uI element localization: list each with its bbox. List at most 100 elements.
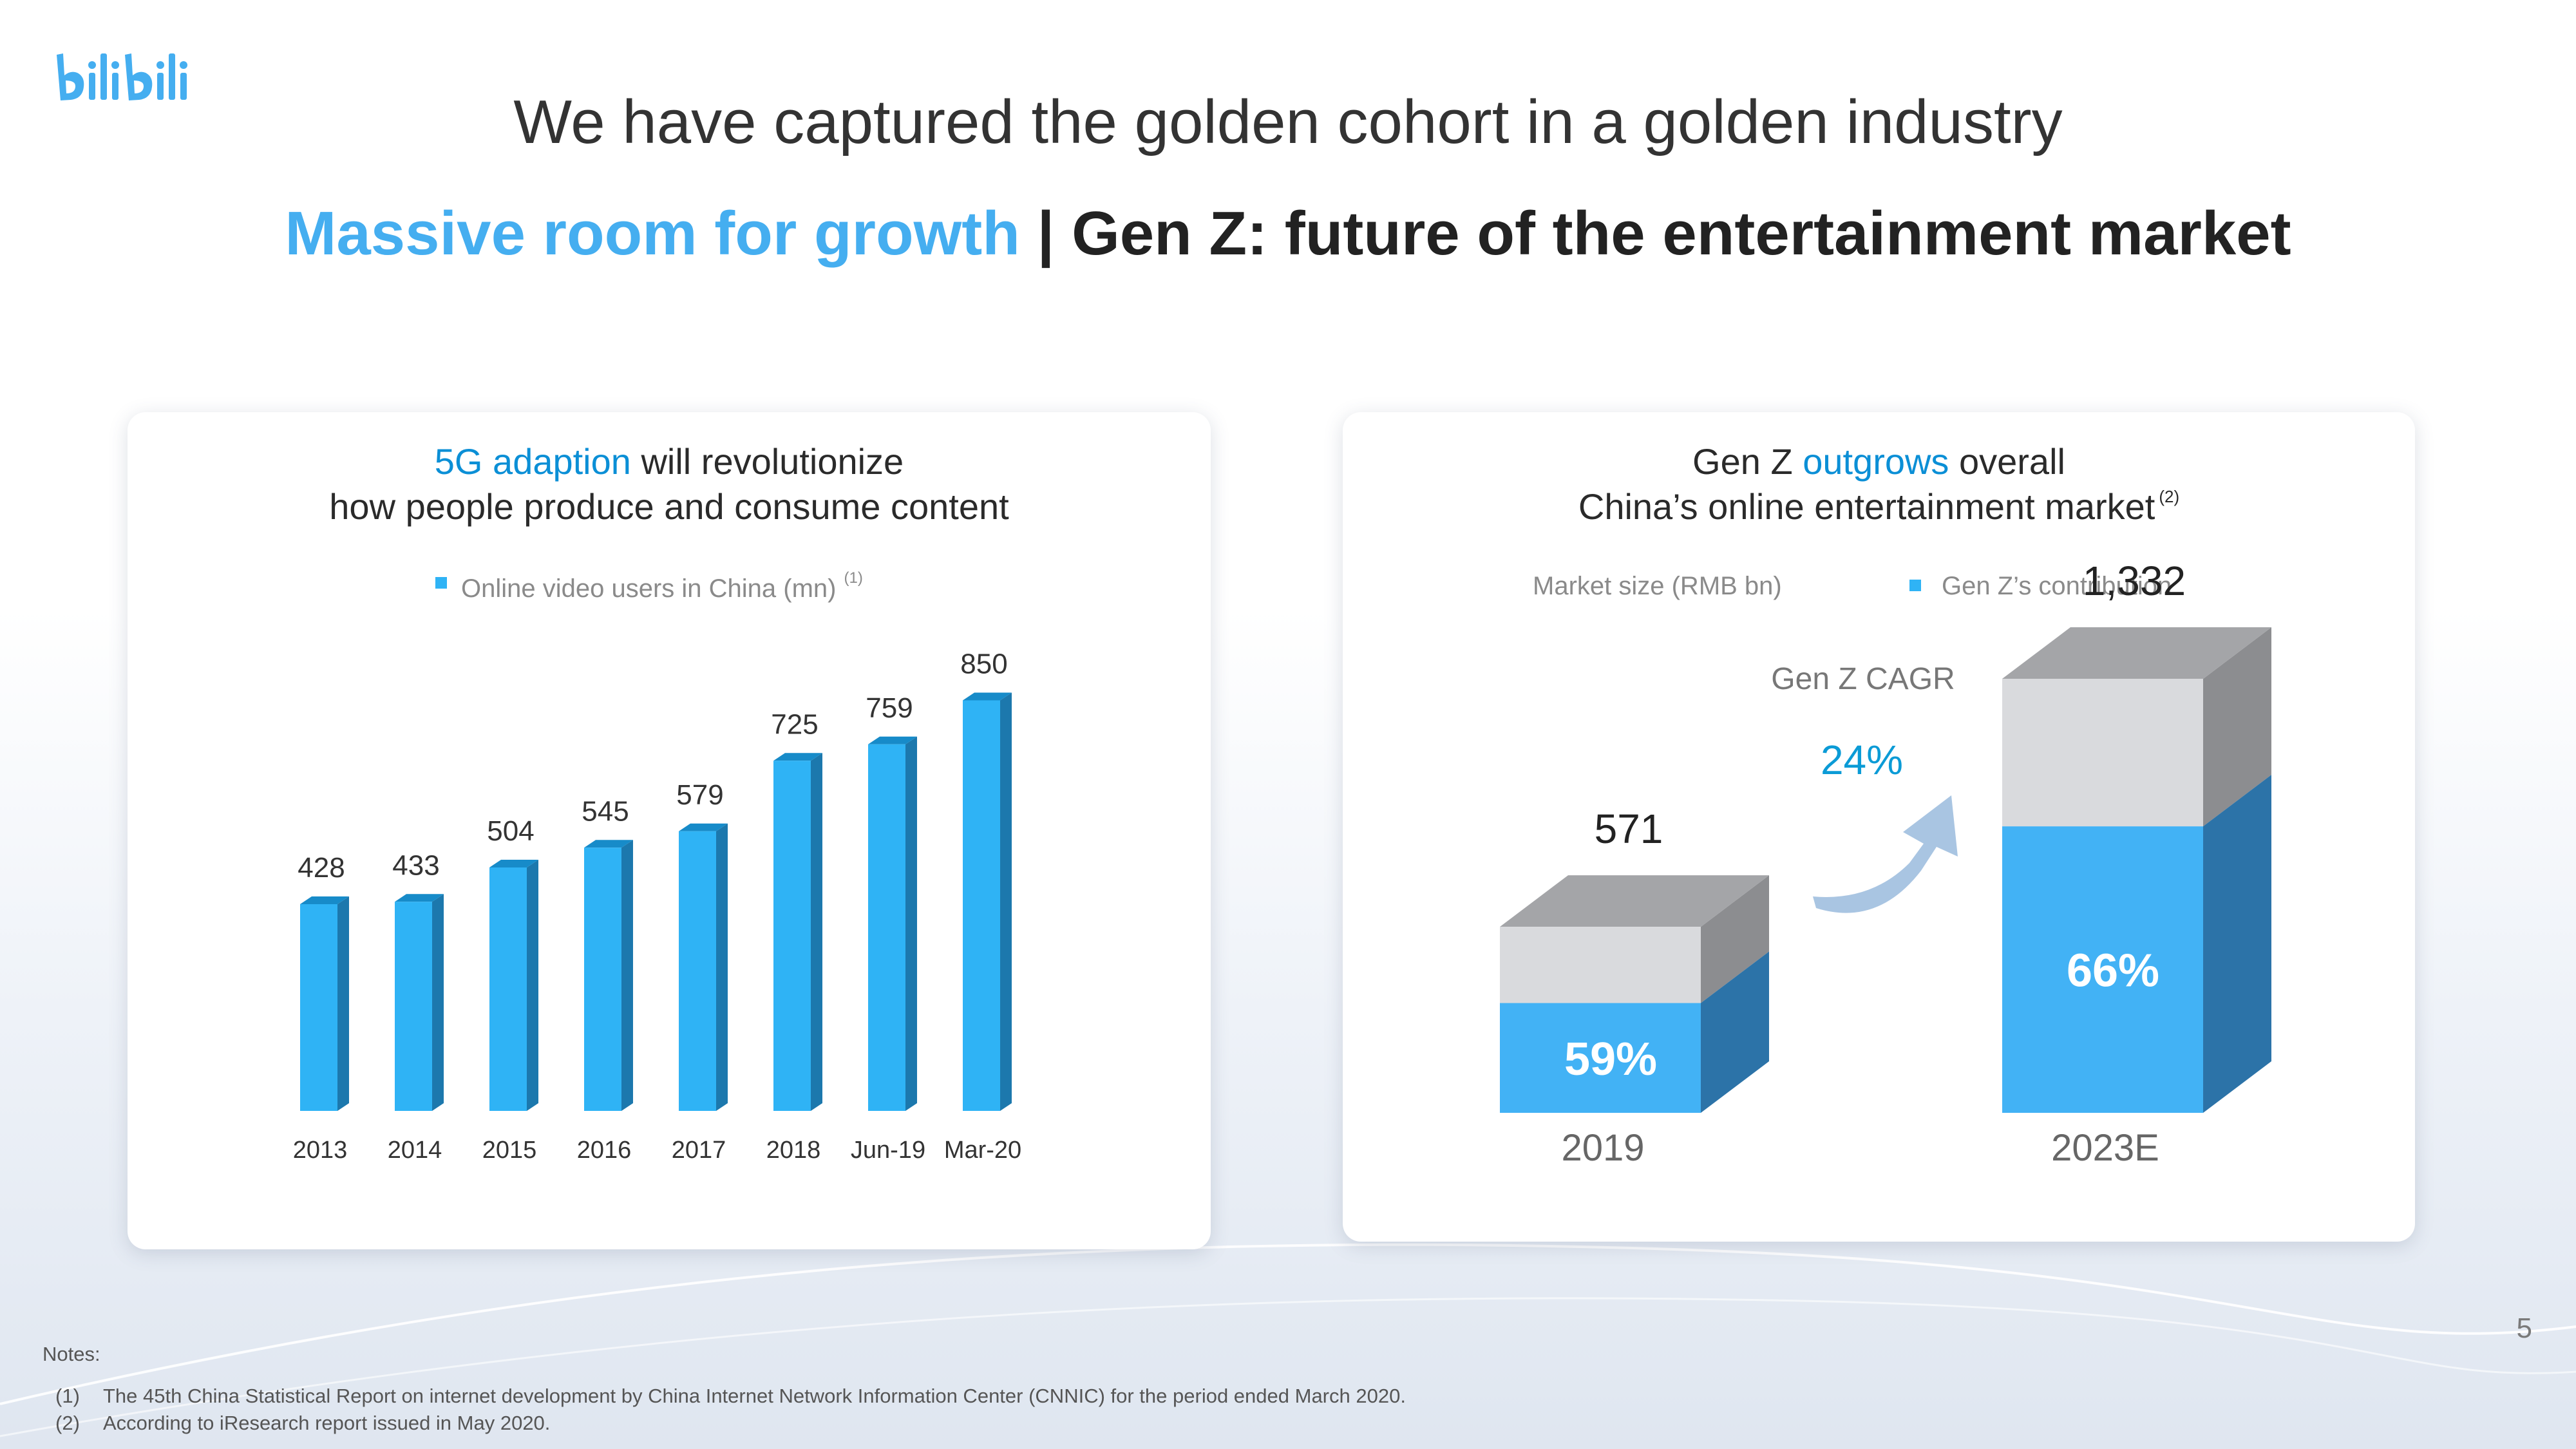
left-panel-title-line1: 5G adaption will revolutionize — [128, 440, 1211, 482]
subtitle-separator: | — [1019, 199, 1072, 268]
bar-value-label: 545 — [582, 795, 629, 827]
page-number: 5 — [2516, 1312, 2532, 1344]
right-title-accent: outgrows — [1803, 441, 1949, 482]
video-users-panel: 5G adaption will revolutionize how peopl… — [128, 412, 1211, 1249]
note-1: (1) The 45th China Statistical Report on … — [55, 1385, 1406, 1408]
genz-share-label: 66% — [2067, 945, 2159, 997]
bar-top-2014 — [395, 894, 444, 902]
right-title-b: overall — [1949, 441, 2065, 482]
bar-value-label: 428 — [298, 852, 345, 884]
box-side-blue-2019 — [1701, 951, 1769, 1113]
bar-value-label: 433 — [392, 849, 439, 881]
bar-value-label: 850 — [960, 649, 1007, 680]
bar-top-mar-20 — [963, 692, 1012, 701]
market-total-label: 1,332 — [2083, 558, 2186, 604]
note-2: (2) According to iResearch report issued … — [55, 1412, 550, 1435]
bar-front-2017 — [679, 831, 716, 1111]
bar-value-label: 725 — [771, 708, 818, 740]
bar-top-2018 — [773, 753, 822, 761]
bar-2017 — [679, 823, 728, 1111]
bar-top-2016 — [584, 840, 633, 848]
box-side-gray-2023e — [2203, 627, 2271, 827]
x-tick-label: Jun-19 — [851, 1137, 925, 1164]
right-title-line2-text: China’s online entertainment market — [1578, 486, 2155, 527]
bar-side-2018 — [811, 753, 822, 1111]
bar-front-mar-20 — [963, 700, 1000, 1111]
bar-top-2015 — [489, 860, 538, 867]
bar-front-2015 — [489, 867, 527, 1111]
x-tick-label: 2016 — [577, 1137, 632, 1164]
left-title-accent: 5G adaption — [434, 441, 631, 482]
bar-front-2016 — [584, 848, 621, 1111]
right-title-footnote: (2) — [2159, 487, 2180, 506]
note-2-number: (2) — [55, 1412, 80, 1434]
legend-footnote-1: (1) — [844, 569, 863, 587]
bar-front-2013 — [300, 904, 337, 1111]
bar-side-jun-19 — [905, 736, 917, 1111]
box-front-gray-2019 — [1500, 927, 1701, 1003]
bar-top-2017 — [679, 823, 728, 831]
bar-2015 — [489, 860, 538, 1111]
box-side-blue-2023e — [2203, 775, 2271, 1113]
note-1-number: (1) — [55, 1385, 80, 1407]
bar-side-2016 — [621, 840, 633, 1111]
x-tick-label: 2014 — [388, 1137, 442, 1164]
bilibili-logo — [57, 53, 187, 100]
legend-swatch-genz — [1909, 580, 1921, 591]
x-tick-label: 2019 — [1561, 1127, 1644, 1169]
legend-market-size: Market size (RMB bn) — [1533, 572, 1782, 600]
bar-front-jun-19 — [868, 744, 905, 1111]
x-tick-label: 2023E — [2051, 1127, 2159, 1169]
x-tick-label: 2013 — [293, 1137, 348, 1164]
subtitle-rest: Gen Z: future of the entertainment marke… — [1072, 199, 2291, 268]
genz-market-panel: Gen Z outgrows overall China’s online en… — [1343, 412, 2415, 1242]
bar-2014 — [395, 894, 444, 1111]
bar-side-mar-20 — [1000, 692, 1012, 1111]
bar-2016 — [584, 840, 633, 1111]
box-front-gray-2023e — [2002, 679, 2203, 827]
legend-video-users: Online video users in China (mn) (1) — [461, 569, 863, 603]
bar-value-label: 759 — [866, 692, 913, 724]
box-top-2019 — [1500, 875, 1769, 927]
note-2-text: According to iResearch report issued in … — [103, 1412, 551, 1434]
bar-2013 — [300, 896, 349, 1111]
legend-video-users-label: Online video users in China (mn) — [461, 574, 837, 603]
video-users-bar-chart: 428 2013 433 2014 504 2015 545 2016 579 2017 725 20… — [293, 649, 1021, 1164]
x-tick-label: Mar-20 — [944, 1137, 1021, 1164]
legend-swatch-video-users — [435, 577, 447, 589]
genz-stacked-chart: 59% 571 2019 66% 1,332 2023E Gen Z CAGR 24% — [1500, 558, 2271, 1169]
bar-jun-19 — [868, 736, 917, 1111]
bar-mar-20 — [963, 692, 1012, 1111]
bar-side-2015 — [527, 860, 538, 1111]
notes-heading: Notes: — [43, 1343, 100, 1365]
right-panel-title-line1: Gen Z outgrows overall — [1343, 440, 2415, 482]
bar-side-2013 — [337, 896, 349, 1111]
box-top-2023e — [2002, 627, 2271, 679]
genz-share-label: 59% — [1564, 1034, 1657, 1085]
bar-front-2014 — [395, 902, 432, 1111]
x-tick-label: 2017 — [672, 1137, 726, 1164]
bar-value-label: 504 — [487, 815, 534, 847]
left-panel-title-line2: how people produce and consume content — [329, 486, 1009, 527]
legend-genz-contribution: Gen Z’s contribution — [1942, 572, 2172, 600]
bar-top-2013 — [300, 896, 349, 904]
bar-value-label: 579 — [676, 779, 723, 811]
cagr-label: Gen Z CAGR — [1771, 662, 1955, 696]
stack-box-2023e — [2002, 627, 2271, 1113]
growth-arrow-icon — [1813, 795, 1958, 913]
market-total-label: 571 — [1595, 806, 1663, 852]
box-front-blue-2019 — [1500, 1003, 1701, 1113]
stack-box-2019 — [1500, 875, 1769, 1113]
box-front-blue-2023e — [2002, 826, 2203, 1113]
right-title-a: Gen Z — [1692, 441, 1803, 482]
bar-front-2018 — [773, 761, 811, 1111]
left-title-rest: will revolutionize — [630, 441, 904, 482]
bar-side-2017 — [716, 823, 728, 1111]
bar-2018 — [773, 753, 822, 1111]
page-title: We have captured the golden cohort in a … — [513, 88, 2063, 156]
cagr-value: 24% — [1821, 737, 1903, 783]
bar-side-2014 — [432, 894, 444, 1111]
subtitle-highlight: Massive room for growth — [285, 199, 1020, 268]
page-subtitle: Massive room for growth | Gen Z: future … — [0, 198, 2576, 269]
x-tick-label: 2015 — [482, 1137, 537, 1164]
